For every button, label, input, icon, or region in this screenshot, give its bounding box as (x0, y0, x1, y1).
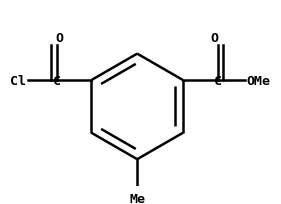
Text: OMe: OMe (247, 74, 271, 87)
Text: Me: Me (129, 192, 145, 204)
Text: Cl: Cl (10, 74, 26, 87)
Text: O: O (56, 31, 64, 44)
Text: O: O (211, 31, 219, 44)
Text: C: C (53, 74, 61, 87)
Text: C: C (214, 74, 221, 87)
